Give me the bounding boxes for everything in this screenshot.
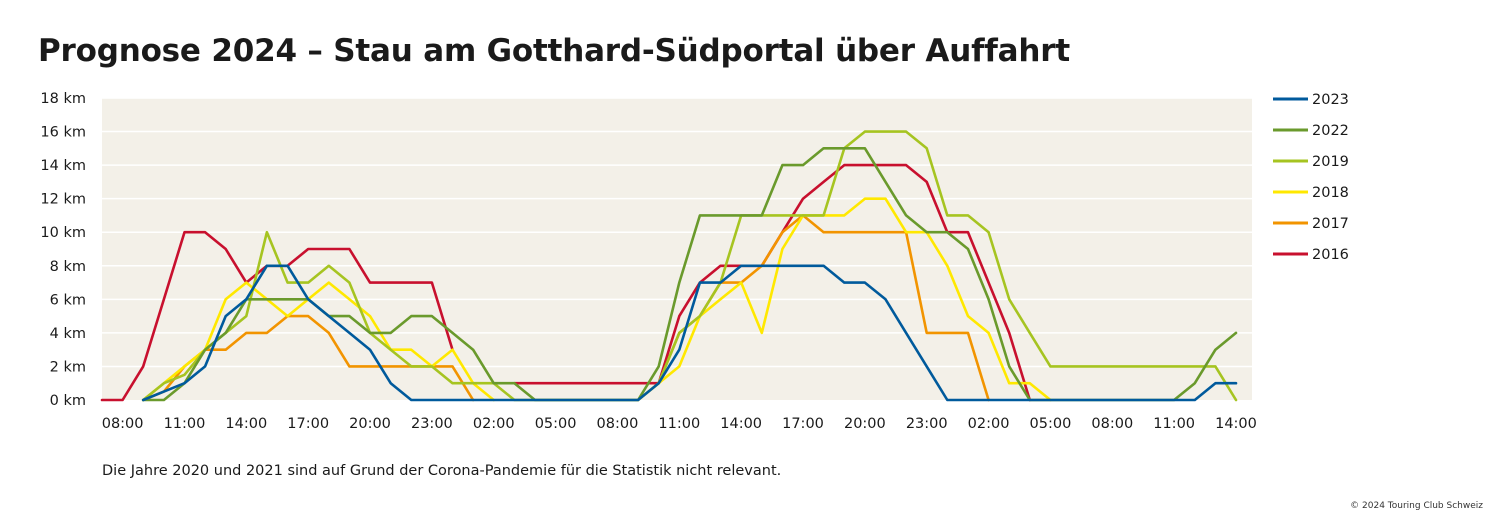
legend-label-2016: 2016 [1312, 247, 1349, 263]
x-tick-label: 23:00 [411, 416, 453, 432]
x-tick-label: 20:00 [349, 416, 391, 432]
x-tick-label: 02:00 [473, 416, 515, 432]
legend: 2023 2022 2019 2018 2017 2016 [1273, 92, 1349, 263]
y-tick-label: 18 km [40, 91, 86, 107]
x-tick-label: 11:00 [164, 416, 206, 432]
chart-title: Prognose 2024 – Stau am Gotthard-Südport… [38, 33, 1070, 69]
series-line-2023 [141, 264, 1238, 402]
plot-area [102, 98, 1252, 400]
legend-label-2017: 2017 [1312, 216, 1349, 232]
x-tick-label: 17:00 [782, 416, 824, 432]
series-line-2018 [636, 197, 1052, 402]
y-axis-ticks: 0 km 2 km 4 km 6 km 8 km 10 km 12 km 14 km 16 km… [40, 91, 86, 409]
x-tick-label: 14:00 [720, 416, 762, 432]
y-tick-label: 16 km [40, 125, 86, 141]
y-tick-label: 6 km [50, 292, 86, 308]
legend-label-2018: 2018 [1312, 185, 1349, 201]
gridlines [102, 97, 1252, 368]
y-tick-label: 2 km [50, 359, 86, 375]
x-tick-label: 17:00 [287, 416, 329, 432]
y-tick-label: 0 km [50, 393, 86, 409]
x-tick-label: 20:00 [844, 416, 886, 432]
footnote: Die Jahre 2020 und 2021 sind auf Grund d… [102, 463, 782, 479]
legend-label-2023: 2023 [1312, 92, 1349, 108]
y-tick-label: 14 km [40, 158, 86, 174]
x-tick-label: 08:00 [597, 416, 639, 432]
x-tick-label: 05:00 [535, 416, 577, 432]
series-lines [100, 130, 1238, 402]
y-tick-label: 12 km [40, 192, 86, 208]
x-tick-label: 08:00 [1091, 416, 1133, 432]
legend-label-2019: 2019 [1312, 154, 1349, 170]
x-tick-label: 14:00 [225, 416, 267, 432]
x-tick-label: 14:00 [1215, 416, 1257, 432]
copyright: © 2024 Touring Club Schweiz [1350, 501, 1483, 511]
x-tick-label: 11:00 [658, 416, 700, 432]
y-tick-label: 8 km [50, 259, 86, 275]
y-tick-label: 4 km [50, 326, 86, 342]
x-axis-ticks: 08:00 11:00 14:00 17:00 20:00 23:00 02:00 05:00… [102, 416, 1257, 432]
y-tick-label: 10 km [40, 225, 86, 241]
legend-label-2022: 2022 [1312, 123, 1349, 139]
x-tick-label: 05:00 [1030, 416, 1072, 432]
x-tick-label: 02:00 [968, 416, 1010, 432]
x-tick-label: 08:00 [102, 416, 144, 432]
x-tick-label: 11:00 [1153, 416, 1195, 432]
series-line-2019 [141, 130, 1238, 402]
x-tick-label: 23:00 [906, 416, 948, 432]
